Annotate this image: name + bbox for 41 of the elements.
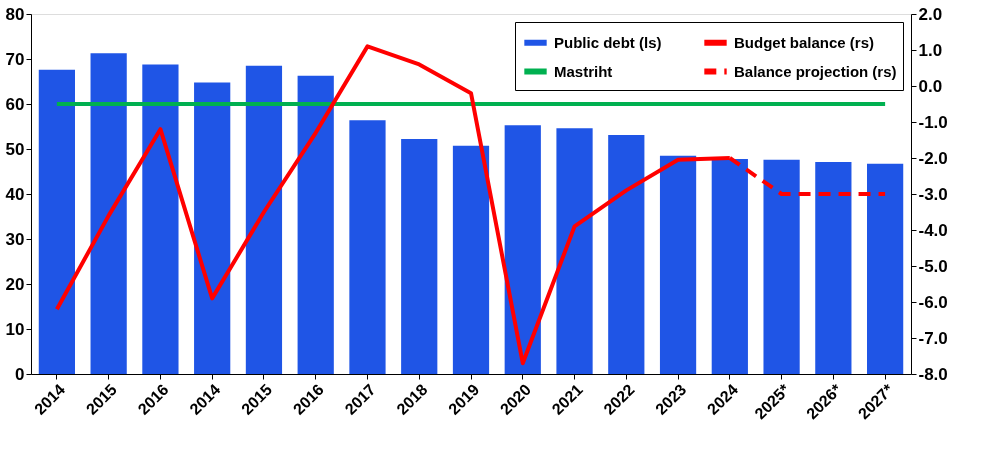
y2-tick-label: 1.0 bbox=[918, 40, 943, 60]
bar bbox=[867, 163, 904, 374]
y2-tick-label: -3.0 bbox=[918, 184, 948, 204]
y2-tick-label: -2.0 bbox=[918, 148, 948, 168]
bar bbox=[452, 145, 490, 374]
y2-tick-label: -1.0 bbox=[918, 112, 948, 132]
y2-tick-label: -5.0 bbox=[918, 256, 948, 276]
legend-label: Public debt (ls) bbox=[554, 33, 662, 51]
bar bbox=[711, 158, 748, 374]
bar bbox=[297, 75, 334, 374]
legend-label: Mastriht bbox=[554, 62, 613, 80]
y2-tick-label: 2.0 bbox=[918, 4, 943, 24]
y2-tick-label: -7.0 bbox=[918, 328, 948, 348]
y-tick-label: 80 bbox=[5, 4, 25, 24]
bar bbox=[556, 128, 593, 374]
y-tick-label: 30 bbox=[5, 229, 25, 249]
y-tick-label: 50 bbox=[5, 139, 25, 159]
y-tick-label: 40 bbox=[5, 184, 25, 204]
bar bbox=[815, 162, 852, 374]
bar bbox=[504, 125, 541, 374]
bar bbox=[659, 155, 697, 374]
bar bbox=[245, 65, 283, 374]
y-tick-label: 60 bbox=[5, 94, 25, 114]
y2-tick-label: -6.0 bbox=[918, 292, 948, 312]
y2-tick-label: -8.0 bbox=[918, 364, 948, 384]
bar bbox=[763, 159, 800, 374]
bar bbox=[142, 64, 179, 374]
legend-label: Budget balance (rs) bbox=[734, 33, 875, 51]
bar bbox=[38, 69, 75, 374]
y-tick-label: 10 bbox=[5, 319, 25, 339]
bar bbox=[401, 139, 438, 374]
bar bbox=[608, 135, 645, 374]
y2-tick-label: -4.0 bbox=[918, 220, 948, 240]
y2-tick-label: 0.0 bbox=[918, 76, 943, 96]
bar bbox=[194, 82, 231, 374]
y-tick-label: 70 bbox=[5, 49, 25, 69]
y-tick-label: 0 bbox=[15, 364, 25, 384]
bar bbox=[349, 120, 386, 374]
legend-label: Balance projection (rs) bbox=[734, 62, 897, 80]
bar bbox=[90, 53, 127, 374]
y-tick-label: 20 bbox=[5, 274, 25, 294]
